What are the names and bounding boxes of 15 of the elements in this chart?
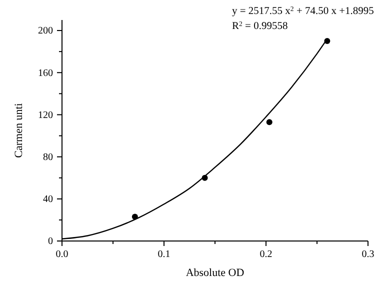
- annotation: R$^{2}$ = 0.99558: [232, 20, 288, 32]
- x-tick-label: 0.1: [158, 249, 170, 260]
- x-axis-title: Absolute OD: [186, 267, 244, 279]
- y-tick-label: 160: [38, 68, 53, 79]
- x-tick-label: 0.0: [56, 249, 68, 260]
- y-tick-label: 120: [38, 110, 53, 121]
- y-tick-label: 40: [43, 194, 53, 206]
- y-tick-label: 200: [38, 26, 53, 37]
- x-tick-label: 0.3: [362, 249, 374, 260]
- y-tick-label: 80: [43, 152, 53, 164]
- x-tick-label: 0.2: [260, 249, 272, 260]
- point: [266, 119, 272, 126]
- y-axis-title: Carmen unti: [13, 103, 25, 158]
- y-tick-label: 0: [48, 236, 53, 248]
- text: y = 2517.55 x$^{2}$ + 74.50 x +1.8995: [232, 6, 374, 17]
